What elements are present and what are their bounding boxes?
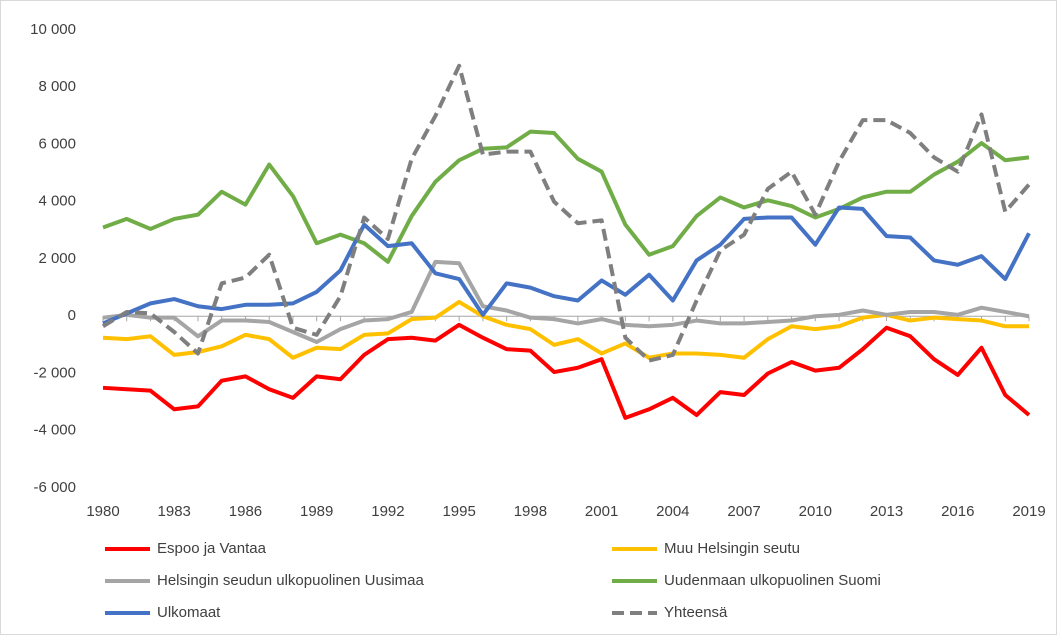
legend-label: Espoo ja Vantaa	[157, 540, 267, 557]
line-series	[101, 63, 1031, 363]
legend-label: Ulkomaat	[157, 604, 221, 621]
line-series	[102, 259, 1030, 345]
x-tick-label: 1986	[229, 503, 262, 520]
line-series	[102, 129, 1030, 264]
legend-label: Muu Helsingin seutu	[664, 540, 800, 557]
x-tick-label: 1995	[442, 503, 475, 520]
y-tick-label: -4 000	[33, 422, 76, 439]
y-tick-label: 8 000	[38, 78, 76, 95]
legend-label: Uudenmaan ulkopuolinen Suomi	[664, 572, 881, 589]
x-tick-label: 1983	[158, 503, 191, 520]
y-tick-label: 4 000	[38, 193, 76, 210]
x-tick-label: 2010	[799, 503, 832, 520]
x-tick-label: 2004	[656, 503, 689, 520]
x-tick-label: 1989	[300, 503, 333, 520]
x-tick-label: 2007	[727, 503, 760, 520]
y-tick-label: 0	[68, 307, 76, 324]
line-series	[102, 205, 1031, 326]
y-tick-label: 10 000	[30, 21, 76, 38]
x-tick-label: 2016	[941, 503, 974, 520]
line-series	[102, 299, 1029, 360]
x-tick-label: 2001	[585, 503, 618, 520]
x-tick-label: 1998	[514, 503, 547, 520]
x-tick-label: 2019	[1012, 503, 1045, 520]
y-tick-label: 2 000	[38, 250, 76, 267]
x-tick-label: 1992	[371, 503, 404, 520]
y-tick-label: 6 000	[38, 135, 76, 152]
legend-label: Helsingin seudun ulkopuolinen Uusimaa	[157, 572, 424, 589]
y-tick-label: -6 000	[33, 479, 76, 496]
x-tick-label: 2013	[870, 503, 903, 520]
y-tick-label: -2 000	[33, 364, 76, 381]
x-tick-label: 1980	[86, 503, 119, 520]
legend-label: Yhteensä	[664, 604, 728, 621]
line-series	[102, 322, 1031, 420]
